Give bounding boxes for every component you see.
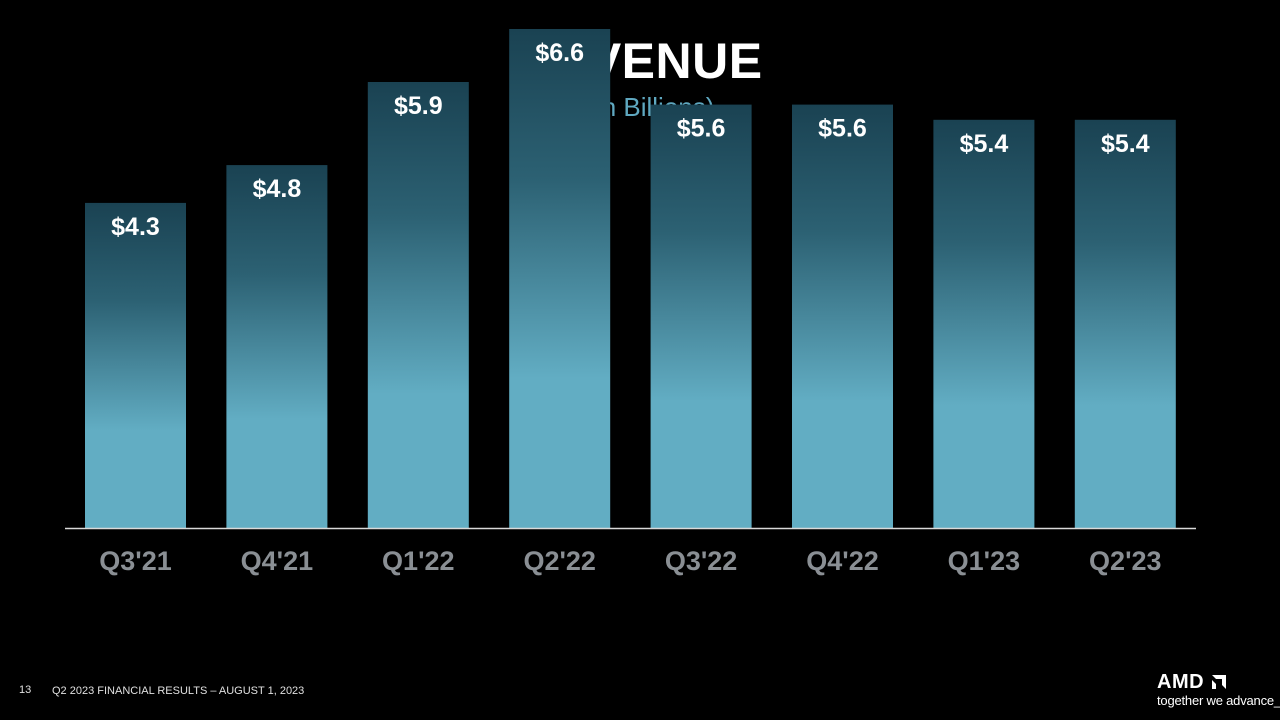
x-tick-label: Q4'22: [806, 546, 878, 576]
x-tick-label: Q1'22: [382, 546, 454, 576]
page-number: 13: [19, 684, 32, 696]
footer-text: Q2 2023 FINANCIAL RESULTS – AUGUST 1, 20…: [52, 685, 305, 697]
data-label: $5.6: [818, 115, 867, 143]
data-label: $5.9: [394, 92, 443, 120]
bar-Q2'23: [1074, 119, 1176, 529]
logo-wordmark: AMD: [1157, 671, 1205, 693]
amd-arrow-icon: [1212, 675, 1226, 689]
bar-Q4'22: [792, 104, 893, 528]
amd-logo: AMD together we advance_: [1157, 671, 1280, 711]
bar-Q1'23: [933, 119, 1035, 529]
logo-tagline: together we advance_: [1157, 693, 1280, 708]
data-label: $4.3: [111, 213, 160, 241]
bar-Q4'21: [226, 165, 328, 528]
x-tick-label: Q2'22: [523, 546, 595, 576]
bar-Q3'22: [650, 104, 752, 528]
bar-Q1'22: [367, 82, 469, 528]
bar-Q2'22: [509, 29, 611, 528]
data-label: $5.6: [677, 115, 726, 143]
x-tick-labels-group: Q3'21 Q4'21 Q1'22 Q2'22 Q3'22 Q4'22 Q1'23 Q2'23: [99, 546, 1161, 576]
data-label: $5.4: [1101, 130, 1150, 158]
x-tick-label: Q1'23: [948, 546, 1020, 576]
bars-group: [85, 29, 1176, 529]
data-labels-group: $4.3 $4.8 $5.9 $6.6 $5.6 $5.6 $5.4 $5.4: [111, 39, 1150, 241]
data-label: $5.4: [960, 130, 1009, 158]
revenue-bar-chart: $4.3 $4.8 $5.9 $6.6 $5.6 $5.6 $5.4 $5.4 Q3'21 Q4…: [65, 29, 1196, 576]
data-label: $4.8: [253, 175, 302, 203]
bar-Q3'21: [85, 202, 186, 528]
x-tick-label: Q4'21: [241, 546, 313, 576]
x-tick-label: Q2'23: [1089, 546, 1161, 576]
x-tick-label: Q3'21: [99, 546, 171, 576]
x-tick-label: Q3'22: [665, 546, 737, 576]
data-label: $6.6: [535, 39, 584, 67]
